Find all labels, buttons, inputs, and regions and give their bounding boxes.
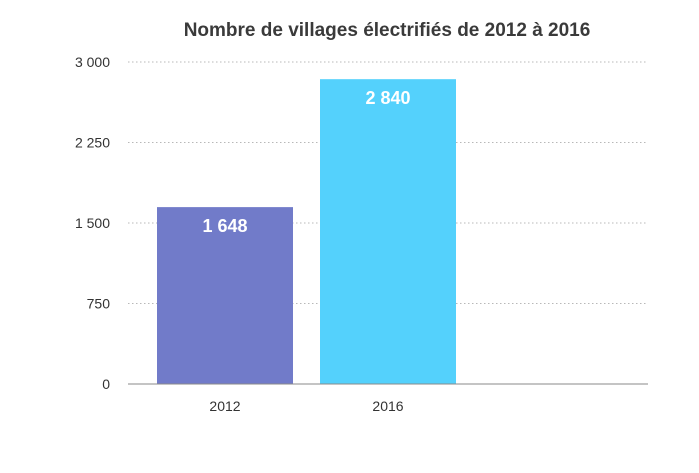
y-tick-label: 750 <box>87 296 111 312</box>
data-label: 1 648 <box>202 216 247 236</box>
data-label: 2 840 <box>365 88 410 108</box>
y-axis-tick-labels: 0 750 1 500 2 250 3 000 <box>75 54 110 392</box>
y-tick-label: 0 <box>102 376 110 392</box>
x-axis-tick-labels: 2012 2016 <box>209 398 403 414</box>
bar-2016 <box>320 79 456 384</box>
y-tick-label: 1 500 <box>75 215 110 231</box>
x-tick-label: 2012 <box>209 398 240 414</box>
x-tick-label: 2016 <box>372 398 403 414</box>
y-tick-label: 2 250 <box>75 135 110 151</box>
bars <box>157 79 456 384</box>
data-labels: 1 648 2 840 <box>202 88 410 236</box>
chart-title: Nombre de villages électrifiés de 2012 à… <box>184 20 591 41</box>
y-tick-label: 3 000 <box>75 54 110 70</box>
bar-2012 <box>157 207 293 384</box>
